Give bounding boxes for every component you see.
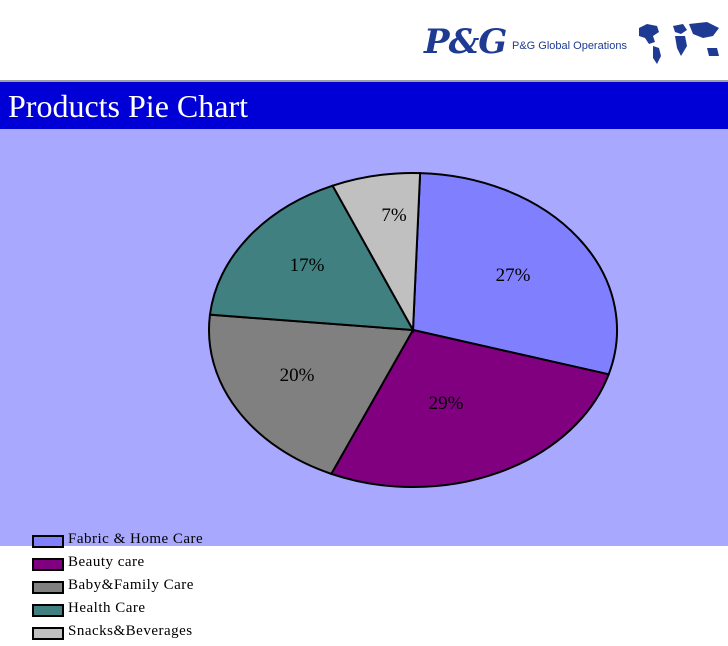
chart-area: 29% 27% 20% 17% 7% Fabric & Home Care Beauty … [0, 129, 728, 640]
legend-label: Fabric & Home Care [68, 531, 204, 547]
legend-swatch [32, 581, 64, 594]
title-bar: Products Pie Chart [0, 80, 728, 129]
pie-slice-5 [331, 172, 422, 334]
pie-slice-2 [329, 328, 611, 488]
legend-label: Baby&Family Care [68, 577, 194, 593]
pie-slice-3 [208, 313, 415, 476]
slide-title: Products Pie Chart [8, 88, 248, 124]
header-bar: P&G P&G Global Operations [0, 0, 728, 80]
pie-slice-4 [208, 184, 415, 332]
pie-slice-1 [411, 172, 618, 376]
slice-label-3: 20% [280, 365, 315, 386]
legend-swatch [32, 627, 64, 640]
legend-label: Beauty care [68, 554, 145, 570]
legend-swatch [32, 604, 64, 617]
slice-label-1: 29% [429, 393, 464, 414]
slice-label-2: 27% [496, 265, 531, 286]
slice-label-4: 17% [290, 255, 325, 276]
pie-chart: 29% 27% 20% 17% 7% [208, 172, 618, 488]
world-map-icon [639, 22, 719, 64]
slice-label-5: 7% [381, 205, 407, 226]
legend-swatch [32, 535, 64, 548]
legend-label: Snacks&Beverages [68, 623, 193, 639]
logo-subtitle: P&G Global Operations [512, 40, 627, 52]
legend-label: Health Care [68, 600, 146, 616]
legend-swatch [32, 558, 64, 571]
pg-logo: P&G [424, 22, 507, 62]
